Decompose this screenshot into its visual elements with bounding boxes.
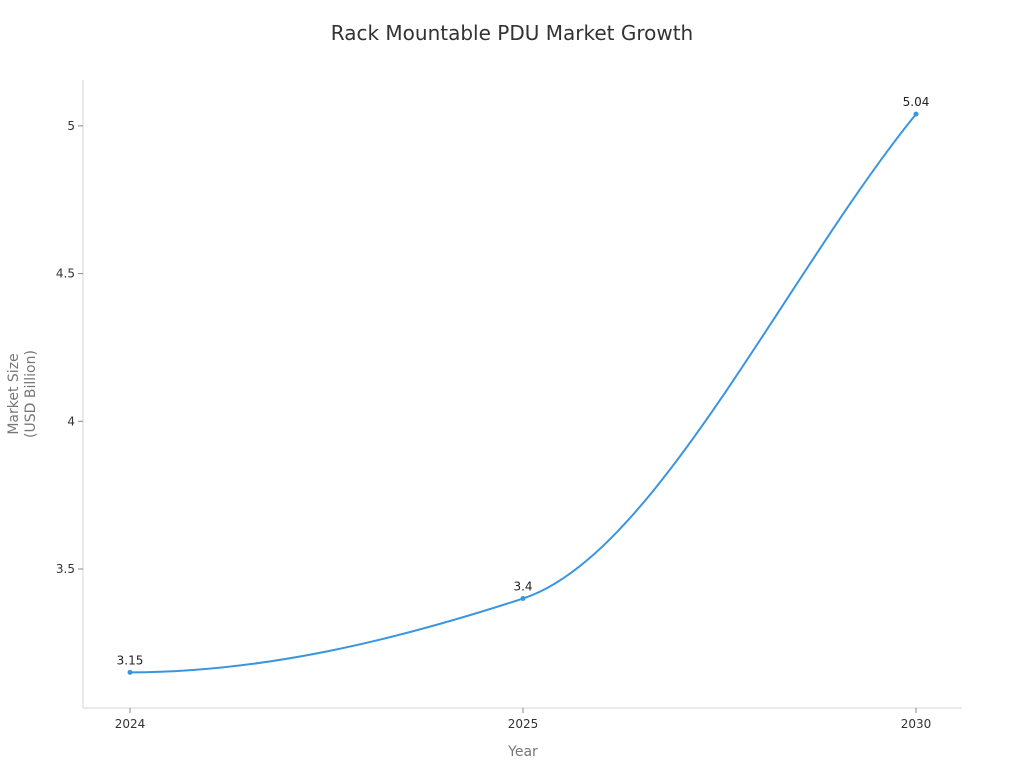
data-label: 3.4 <box>513 580 532 594</box>
x-axis-title: Year <box>507 744 538 760</box>
y-tick-label: 4.5 <box>56 267 75 281</box>
data-label: 3.15 <box>117 653 144 667</box>
line-series <box>127 111 919 675</box>
data-point <box>520 596 526 602</box>
y-axis-title: Market Size (USD Billion) <box>6 350 39 438</box>
y-tick-label: 3.5 <box>56 562 75 576</box>
data-point <box>127 669 133 675</box>
x-tick-label: 2030 <box>901 717 932 731</box>
data-label: 5.04 <box>903 95 930 109</box>
data-labels: 3.15 3.4 5.04 <box>117 95 930 667</box>
y-tick-label: 4 <box>67 414 75 428</box>
data-point <box>913 111 919 117</box>
series-line <box>129 113 917 674</box>
x-tick-label: 2024 <box>115 717 146 731</box>
y-axis-title-line-2: (USD Billion) <box>23 350 39 438</box>
chart-title: Rack Mountable PDU Market Growth <box>331 21 693 45</box>
x-axis: 2024 2025 2030 <box>83 707 962 731</box>
x-tick-label: 2025 <box>508 717 539 731</box>
y-axis-title-line-1: Market Size <box>6 353 22 434</box>
y-axis: 3.5 4 4.5 5 <box>56 80 84 708</box>
y-tick-label: 5 <box>67 119 75 133</box>
